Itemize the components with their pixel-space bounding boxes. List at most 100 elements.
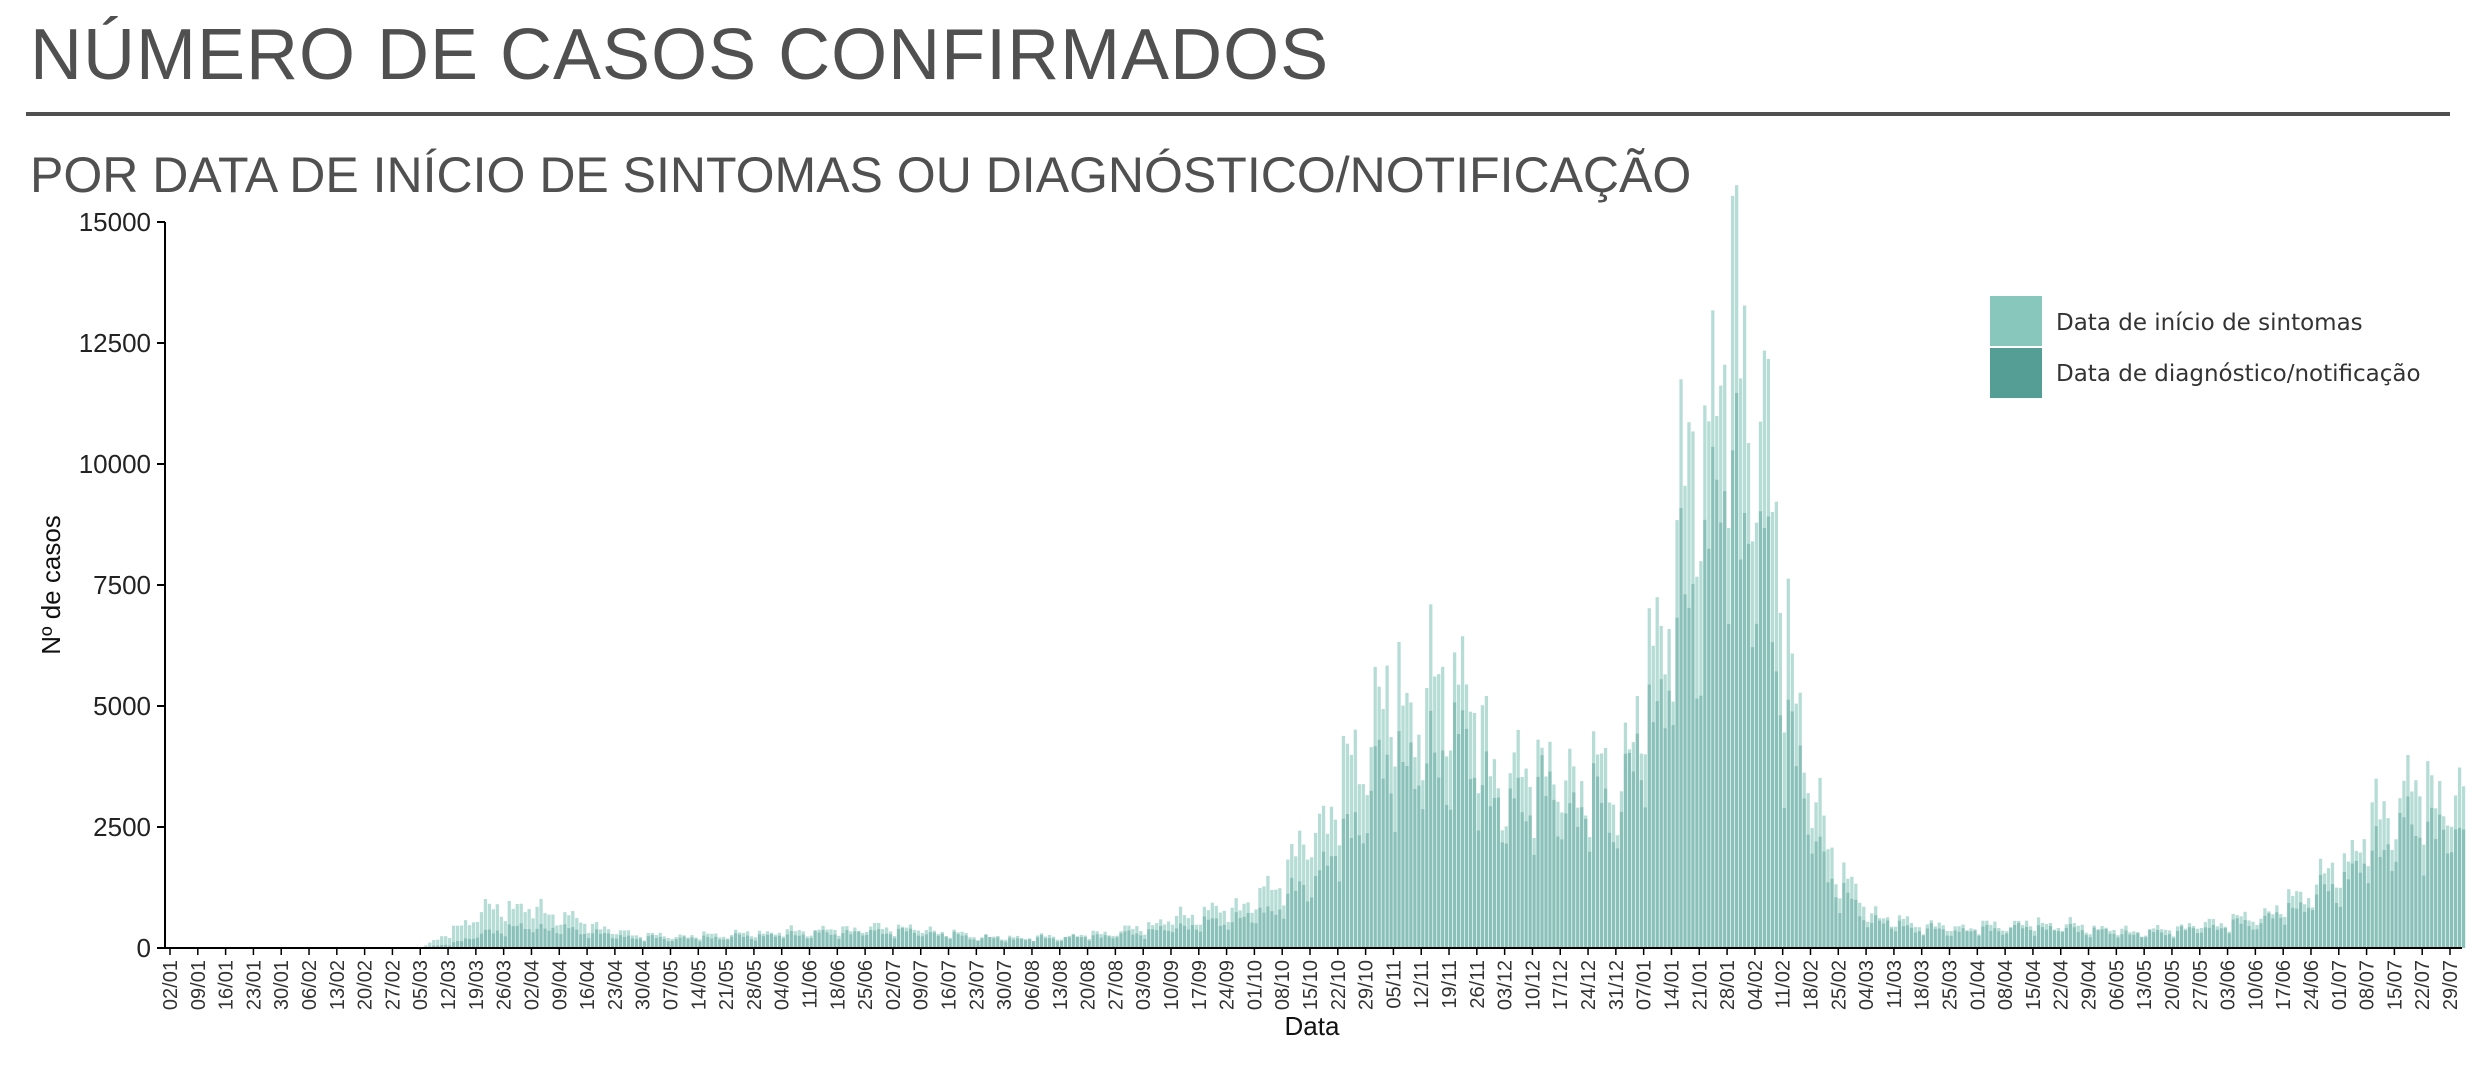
- bar-symptoms: [1913, 927, 1918, 948]
- bar-diagnosis: [1889, 928, 1894, 948]
- bar-diagnosis: [1143, 939, 1147, 948]
- bar-diagnosis: [968, 939, 972, 948]
- bar-symptoms: [1707, 421, 1711, 948]
- bar-diagnosis: [2156, 929, 2160, 948]
- bar-diagnosis: [1313, 876, 1318, 948]
- bar-diagnosis: [1218, 925, 1222, 948]
- bar-symptoms: [2017, 920, 2021, 948]
- bar-diagnosis: [1651, 722, 1655, 948]
- bar-diagnosis: [1321, 851, 1326, 948]
- bar-symptoms: [1576, 807, 1580, 948]
- bar-diagnosis: [1429, 710, 1433, 948]
- bar-symptoms: [1027, 938, 1032, 948]
- bar-symptoms: [2453, 795, 2458, 948]
- bar-diagnosis: [2088, 937, 2092, 948]
- bar-diagnosis: [2291, 907, 2295, 948]
- x-tick-label: 13/05: [2134, 960, 2156, 1010]
- bar-diagnosis: [2390, 871, 2394, 948]
- bar-symptoms: [1012, 937, 1016, 948]
- bar-symptoms: [2299, 891, 2303, 948]
- bar-diagnosis: [1532, 854, 1536, 948]
- x-tick-label: 25/03: [1940, 960, 1962, 1010]
- bar-diagnosis: [2307, 907, 2311, 948]
- bar-diagnosis: [2438, 814, 2442, 948]
- bar-diagnosis: [2009, 928, 2013, 948]
- bar-diagnosis: [527, 929, 531, 948]
- bar-symptoms: [849, 931, 853, 948]
- bar-diagnosis: [642, 941, 646, 948]
- bar-symptoms: [1675, 520, 1679, 948]
- bar-symptoms: [1409, 702, 1413, 948]
- bar-diagnosis: [2175, 930, 2180, 948]
- bar-diagnosis: [1560, 839, 1564, 948]
- bar-diagnosis: [861, 935, 865, 948]
- bar-symptoms: [1449, 750, 1453, 948]
- bar-diagnosis: [1186, 929, 1191, 948]
- bar-diagnosis: [1536, 776, 1540, 948]
- bar-diagnosis: [2279, 917, 2283, 948]
- bar-diagnosis: [1893, 931, 1898, 948]
- bar-diagnosis: [2394, 861, 2398, 948]
- bar-symptoms: [702, 931, 706, 948]
- bar-symptoms: [2291, 895, 2295, 948]
- bar-symptoms: [2231, 914, 2235, 948]
- bar-symptoms: [2362, 839, 2366, 948]
- x-tick-label: 24/09: [1217, 960, 1239, 1010]
- bar-diagnosis: [1802, 798, 1806, 948]
- bar-symptoms: [1592, 731, 1596, 948]
- x-tick-label: 05/03: [410, 960, 432, 1010]
- bar-diagnosis: [757, 934, 762, 948]
- bar-symptoms: [579, 922, 583, 948]
- bar-symptoms: [2148, 929, 2152, 948]
- bar-diagnosis: [801, 934, 805, 948]
- bar-diagnosis: [2414, 835, 2418, 948]
- bar-symptoms: [479, 912, 484, 948]
- bar-symptoms: [730, 934, 734, 948]
- bar-symptoms: [650, 933, 654, 948]
- bar-symptoms: [1957, 926, 1961, 948]
- bar-symptoms: [1155, 923, 1159, 948]
- bar-diagnosis: [1790, 711, 1794, 948]
- bar-symptoms: [2255, 925, 2259, 948]
- bar-symptoms: [1874, 906, 1878, 948]
- bar-symptoms: [2386, 818, 2390, 948]
- bar-symptoms: [1087, 938, 1091, 948]
- bar-symptoms: [519, 903, 523, 948]
- bar-symptoms: [2402, 780, 2406, 948]
- bar-diagnosis: [865, 934, 869, 948]
- bar-symptoms: [1337, 845, 1342, 948]
- bar-symptoms: [1580, 781, 1584, 948]
- bar-symptoms: [2243, 911, 2247, 948]
- bar-symptoms: [527, 909, 531, 948]
- bar-symptoms: [1727, 527, 1731, 948]
- bar-symptoms: [1595, 754, 1600, 948]
- bar-symptoms: [483, 899, 488, 948]
- bar-symptoms: [2346, 861, 2350, 948]
- bar-diagnosis: [2207, 927, 2211, 948]
- bar-symptoms: [873, 923, 877, 948]
- bar-diagnosis: [1306, 901, 1310, 948]
- bar-diagnosis: [1508, 788, 1512, 948]
- bar-diagnosis: [1961, 928, 1965, 948]
- bar-symptoms: [2279, 914, 2283, 948]
- bar-diagnosis: [2303, 911, 2307, 948]
- bar-diagnosis: [2167, 934, 2172, 948]
- bar-symptoms: [996, 935, 1000, 948]
- bar-diagnosis: [1417, 785, 1421, 948]
- bar-diagnosis: [1599, 802, 1604, 948]
- bar-diagnosis: [2215, 929, 2219, 948]
- bar-diagnosis: [2140, 937, 2144, 948]
- bar-diagnosis: [1798, 745, 1802, 948]
- bar-symptoms: [539, 898, 543, 948]
- bar-diagnosis: [1389, 793, 1393, 948]
- bar-symptoms: [1881, 918, 1886, 948]
- bar-symptoms: [845, 926, 849, 948]
- bar-symptoms: [1294, 856, 1298, 948]
- bar-diagnosis: [467, 938, 472, 948]
- bar-diagnosis: [1897, 920, 1902, 948]
- bar-symptoms: [559, 924, 563, 948]
- bar-symptoms: [1667, 629, 1671, 948]
- bar-symptoms: [1151, 925, 1155, 948]
- bar-symptoms: [1437, 674, 1441, 948]
- bar-symptoms: [1548, 741, 1552, 948]
